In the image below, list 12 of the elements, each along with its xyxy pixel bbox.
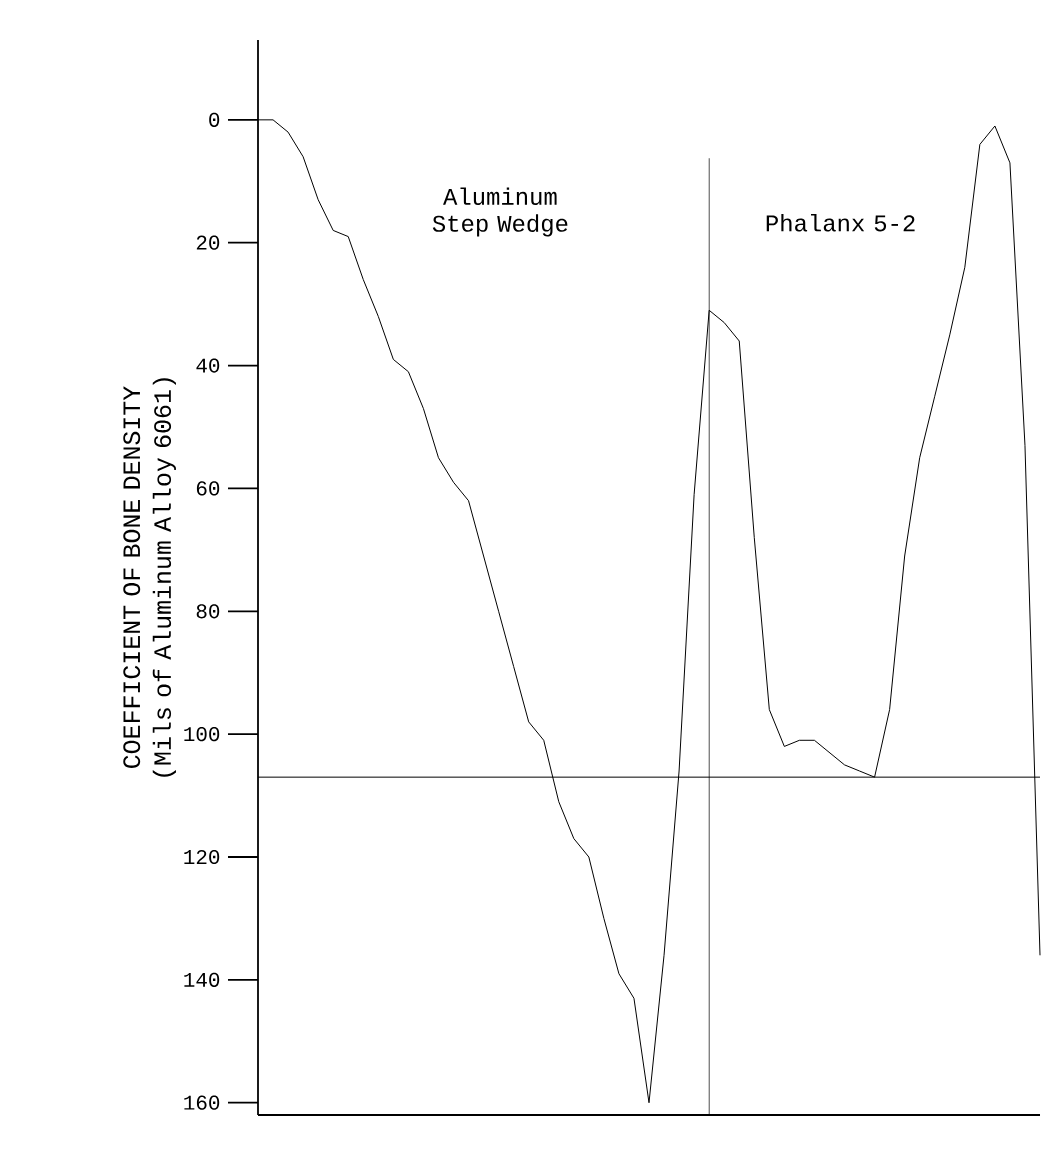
y-tick-label: 100: [184, 727, 220, 742]
y-tick-label: 60: [196, 481, 220, 496]
y-tick-label: 140: [184, 972, 220, 987]
y-tick-label: 120: [184, 849, 220, 865]
annotation: Aluminum Step Wedge: [432, 187, 568, 237]
y-tick-label: 0: [209, 112, 220, 127]
y-tick-label: 20: [196, 235, 220, 250]
y-axis-title: COEFFICIENT OF BONE DENSITY (Mils of Aluminum Alloy 6061): [123, 378, 176, 777]
y-tick-label: 160: [184, 1095, 220, 1110]
y-tick-label: 80: [196, 604, 220, 619]
annotation: Phalanx 5-2: [766, 213, 915, 232]
y-tick-label: 40: [196, 358, 220, 373]
